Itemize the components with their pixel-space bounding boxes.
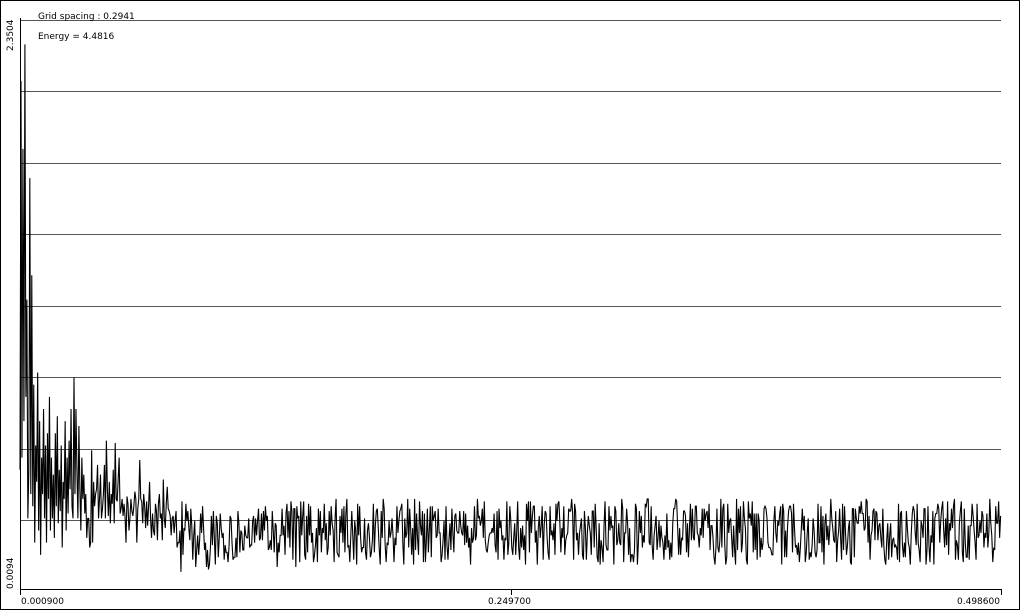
grid-spacing-label: Grid spacing : 0.2941	[38, 12, 135, 22]
series-line	[19, 44, 1002, 572]
y-tick-label-min: 0.0094	[6, 557, 16, 590]
energy-label: Energy = 4.4816	[38, 32, 115, 42]
y-tick-label-max: 2.3504	[6, 19, 16, 52]
x-tick-label-start: 0.000900	[21, 597, 64, 607]
grid-lines	[20, 20, 1001, 521]
x-tick-label-end: 0.498600	[957, 597, 1000, 607]
x-tick-label-mid: 0.249700	[488, 597, 531, 607]
series-layer	[19, 44, 1002, 572]
